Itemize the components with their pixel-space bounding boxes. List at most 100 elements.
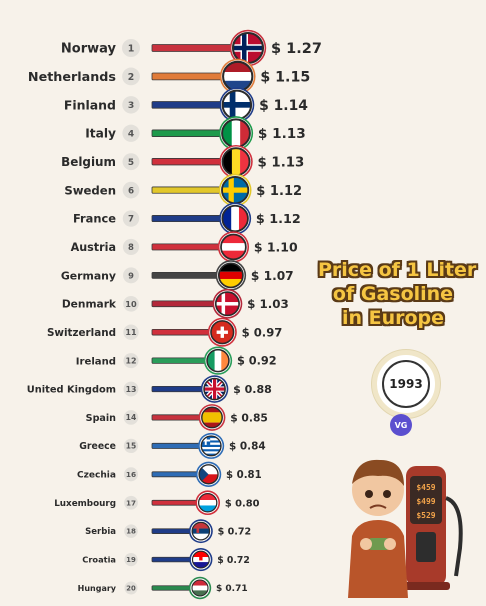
rank-label: 17 <box>126 498 136 507</box>
country-label: Ireland <box>76 356 116 367</box>
netherlands-flag-icon <box>222 60 254 93</box>
pump-price-2: $499 <box>416 497 435 506</box>
rank-badge <box>123 267 139 284</box>
rank-badge <box>123 353 139 369</box>
year-label: 1993 <box>382 360 430 408</box>
chart-row: Switzerland 11 $ 0.97 <box>47 317 283 347</box>
rank-badge <box>122 67 140 86</box>
value-label: $ 0.92 <box>237 354 277 368</box>
rank-badge <box>123 324 139 340</box>
rank-label: 7 <box>128 215 134 225</box>
rank-badge <box>122 181 140 199</box>
rank-label: 13 <box>126 385 137 394</box>
value-label: $ 1.13 <box>258 126 306 142</box>
chart-title: Price of 1 Liter of Gasoline in Europe <box>318 258 477 330</box>
rank-badge <box>123 381 139 397</box>
country-label: Greece <box>79 441 116 452</box>
country-label: Czechia <box>77 471 116 481</box>
switzerland-flag-icon <box>210 320 235 345</box>
germany-flag-icon <box>217 262 244 289</box>
ireland-flag-icon <box>206 348 230 373</box>
italy-flag-icon <box>221 118 251 149</box>
chart-row: Finland 3 $ 1.14 <box>64 87 308 123</box>
rank-badge <box>124 552 138 567</box>
value-label: $ 0.72 <box>217 555 250 566</box>
value-label: $ 0.71 <box>216 584 248 594</box>
belgium-flag-icon <box>221 147 251 177</box>
title-line-1: Price of 1 Liter <box>318 259 477 281</box>
country-label: Spain <box>86 413 117 424</box>
rank-label: 3 <box>128 100 134 111</box>
chart-row: Austria 8 $ 1.10 <box>71 231 298 263</box>
value-label: $ 1.13 <box>258 155 305 170</box>
rank-badge <box>124 495 138 510</box>
rank-label: 6 <box>128 186 134 196</box>
value-label: $ 1.14 <box>259 98 308 114</box>
chart-row: Norway 1 $ 1.27 <box>61 29 322 67</box>
rank-label: 14 <box>126 413 137 422</box>
country-label: Netherlands <box>28 70 116 85</box>
country-label: France <box>73 212 116 226</box>
pump-price-3: $529 <box>416 511 435 520</box>
rank-label: 16 <box>126 470 136 479</box>
hungary-flag-icon <box>191 579 209 597</box>
spain-flag-icon <box>201 406 223 429</box>
value-label: $ 0.81 <box>226 470 262 481</box>
chart-row: Serbia 18 $ 0.72 <box>85 519 251 544</box>
year-badge: 1993 <box>372 350 440 418</box>
country-label: Croatia <box>82 555 116 565</box>
rank-label: 20 <box>126 584 136 592</box>
rank-label: 18 <box>126 527 136 536</box>
value-label: $ 0.84 <box>229 441 266 453</box>
chart-row: Germany 9 $ 1.07 <box>61 260 294 291</box>
title-line-3: in Europe <box>341 307 445 329</box>
rank-badge <box>123 410 139 425</box>
title-line-2: of Gasoline <box>332 283 454 305</box>
rank-badge <box>122 210 140 227</box>
czechia-flag-icon <box>198 464 219 485</box>
country-label: Germany <box>61 269 116 282</box>
value-label: $ 0.97 <box>242 325 283 339</box>
value-label: $ 0.80 <box>225 498 260 509</box>
value-label: $ 1.27 <box>271 41 322 57</box>
rank-badge <box>122 238 140 256</box>
rank-label: 5 <box>128 158 134 168</box>
rank-badge <box>123 295 139 312</box>
chart-row: Croatia 19 $ 0.72 <box>82 548 250 572</box>
value-label: $ 0.85 <box>230 411 268 424</box>
value-label: $ 1.03 <box>247 297 289 311</box>
rank-label: 1 <box>128 43 135 54</box>
rank-badge <box>122 96 140 114</box>
chart-row: Hungary 20 $ 0.71 <box>78 576 248 600</box>
gas-pump-icon: $459 $499 $529 <box>402 466 463 590</box>
chart-row: Italy 4 $ 1.13 <box>85 116 306 151</box>
value-label: $ 1.12 <box>256 184 302 199</box>
value-label: $ 1.12 <box>256 212 301 227</box>
denmark-flag-icon <box>214 291 240 317</box>
rank-badge <box>122 153 140 171</box>
sad-boy-icon <box>348 459 408 598</box>
rank-badge <box>122 124 140 142</box>
rank-badge <box>123 438 139 454</box>
austria-flag-icon <box>220 233 247 261</box>
rank-badge <box>124 524 138 538</box>
country-label: Serbia <box>85 527 116 537</box>
chart-row: Spain 14 $ 0.85 <box>86 404 268 431</box>
country-label: Sweden <box>64 183 116 197</box>
pump-price-1: $459 <box>416 483 435 492</box>
chart-row: Ireland 12 $ 0.92 <box>76 346 277 375</box>
value-label: $ 0.88 <box>233 383 272 396</box>
country-label: Switzerland <box>47 327 116 339</box>
country-label: Italy <box>85 127 116 141</box>
rank-label: 2 <box>128 72 134 83</box>
rank-label: 4 <box>128 130 134 140</box>
country-label: Luxembourg <box>54 499 116 509</box>
value-label: $ 1.10 <box>254 239 298 254</box>
united-kingdom-flag-icon <box>203 377 226 401</box>
norway-flag-icon <box>231 31 265 65</box>
serbia-flag-icon <box>191 521 211 541</box>
country-label: United Kingdom <box>27 385 116 396</box>
rank-badge <box>124 581 138 595</box>
country-label: Denmark <box>62 298 117 311</box>
